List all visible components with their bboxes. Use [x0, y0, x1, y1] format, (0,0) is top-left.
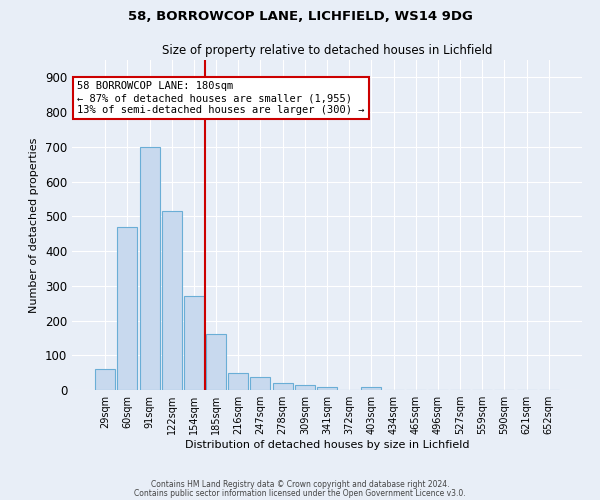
- Text: Contains HM Land Registry data © Crown copyright and database right 2024.: Contains HM Land Registry data © Crown c…: [151, 480, 449, 489]
- Bar: [361, 387, 382, 390]
- Bar: [206, 334, 226, 390]
- Bar: [295, 386, 315, 390]
- Bar: [140, 147, 160, 390]
- Text: 58, BORROWCOP LANE, LICHFIELD, WS14 9DG: 58, BORROWCOP LANE, LICHFIELD, WS14 9DG: [128, 10, 472, 23]
- Bar: [162, 211, 182, 390]
- Text: 58 BORROWCOP LANE: 180sqm
← 87% of detached houses are smaller (1,955)
13% of se: 58 BORROWCOP LANE: 180sqm ← 87% of detac…: [77, 82, 365, 114]
- Bar: [228, 372, 248, 390]
- Text: Contains public sector information licensed under the Open Government Licence v3: Contains public sector information licen…: [134, 489, 466, 498]
- Bar: [184, 296, 204, 390]
- X-axis label: Distribution of detached houses by size in Lichfield: Distribution of detached houses by size …: [185, 440, 469, 450]
- Bar: [250, 377, 271, 390]
- Bar: [95, 369, 115, 390]
- Bar: [272, 383, 293, 390]
- Y-axis label: Number of detached properties: Number of detached properties: [29, 138, 40, 312]
- Title: Size of property relative to detached houses in Lichfield: Size of property relative to detached ho…: [162, 44, 492, 58]
- Bar: [118, 226, 137, 390]
- Bar: [317, 386, 337, 390]
